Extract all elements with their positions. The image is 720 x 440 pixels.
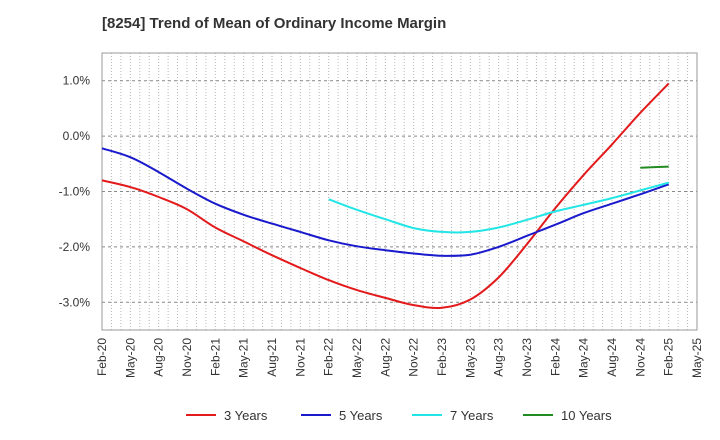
- x-tick-label: Aug-24: [605, 338, 619, 377]
- y-axis: 1.0% 0.0% -1.0% -2.0% -3.0%: [59, 74, 91, 310]
- series-line-10-years: [640, 165, 669, 169]
- y-tick-label: -3.0%: [59, 295, 91, 309]
- x-tick-label: May-24: [577, 338, 591, 378]
- series-layer: [101, 82, 670, 310]
- x-tick-label: Nov-20: [180, 338, 194, 377]
- x-tick-label: Feb-21: [208, 338, 222, 376]
- x-tick-label: Feb-23: [435, 338, 449, 376]
- x-tick-label: Feb-22: [322, 338, 336, 376]
- x-tick-label: Feb-24: [548, 338, 562, 376]
- x-tick-label: May-22: [350, 338, 364, 378]
- x-tick-label: Nov-22: [407, 338, 421, 377]
- x-tick-label: Nov-21: [293, 338, 307, 377]
- legend-label-3-years: 3 Years: [224, 408, 268, 423]
- series-line-3-years: [101, 82, 670, 310]
- legend-label-7-years: 7 Years: [450, 408, 494, 423]
- x-tick-label: Nov-23: [520, 338, 534, 377]
- plot-frame: [101, 52, 698, 331]
- series-line-7-years: [328, 181, 669, 234]
- x-tick-label: May-21: [237, 338, 251, 378]
- chart-title: [8254] Trend of Mean of Ordinary Income …: [102, 15, 447, 32]
- x-tick-label: Nov-24: [633, 338, 647, 377]
- y-tick-label: -1.0%: [59, 185, 91, 199]
- x-tick-label: May-25: [690, 338, 704, 378]
- x-axis: Feb-20 May-20 Aug-20 Nov-20 Feb-21 May-21 Aug-…: [95, 338, 704, 378]
- x-tick-label: May-23: [463, 338, 477, 378]
- grid-layer: [102, 53, 697, 330]
- x-tick-label: Aug-23: [492, 338, 506, 377]
- x-tick-label: Aug-22: [378, 338, 392, 377]
- x-tick-label: Aug-20: [152, 338, 166, 377]
- series-line-5-years: [101, 147, 670, 257]
- legend-label-10-years: 10 Years: [561, 408, 612, 423]
- x-tick-label: Feb-20: [95, 338, 109, 376]
- x-tick-label: Aug-21: [265, 338, 279, 377]
- y-tick-label: -2.0%: [59, 240, 91, 254]
- y-tick-label: 0.0%: [63, 129, 91, 143]
- legend-label-5-years: 5 Years: [339, 408, 383, 423]
- legend: 3 Years 5 Years 7 Years 10 Years: [186, 408, 612, 423]
- y-tick-label: 1.0%: [63, 74, 91, 88]
- x-tick-label: May-20: [123, 338, 137, 378]
- x-tick-label: Feb-25: [662, 338, 676, 376]
